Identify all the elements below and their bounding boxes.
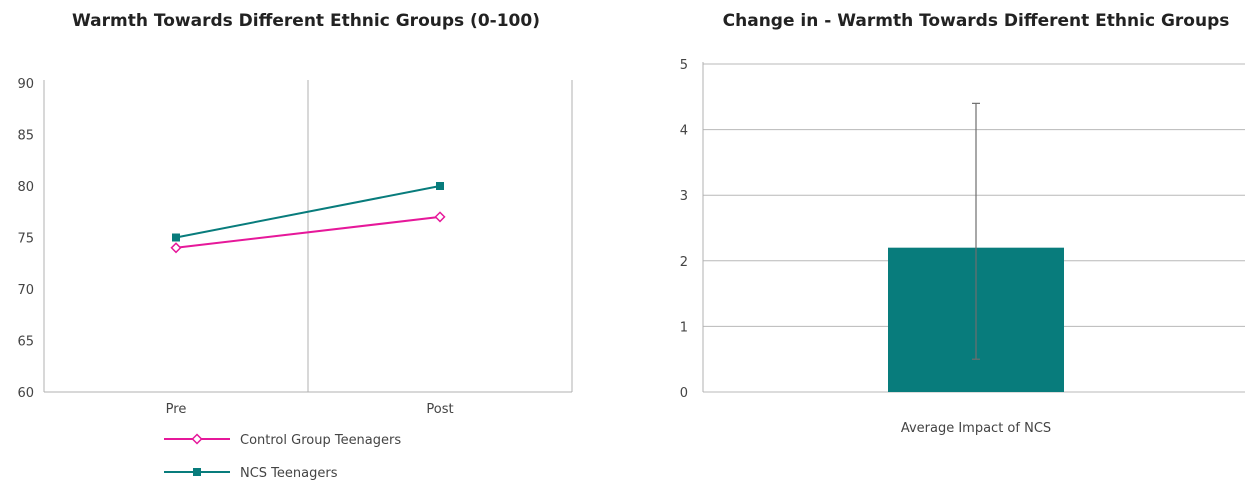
- line-chart-title: Warmth Towards Different Ethnic Groups (…: [72, 11, 540, 31]
- line-y-tick-label: 60: [17, 386, 34, 401]
- line-x-tick-label: Pre: [166, 402, 187, 417]
- line-y-tick-label: 85: [17, 129, 34, 144]
- bar-y-tick-label: 5: [680, 58, 688, 73]
- line-y-tick-label: 90: [17, 77, 34, 92]
- line-y-tick-label: 80: [17, 180, 34, 195]
- legend-marker-0: [191, 433, 203, 445]
- series-line-1: [175, 185, 441, 239]
- line-y-tick-label: 70: [17, 283, 34, 298]
- bar-y-tick-label: 1: [680, 320, 688, 335]
- bar-y-tick-label: 4: [680, 124, 688, 139]
- series-point-1: [172, 233, 180, 242]
- legend-label-0: Control Group Teenagers: [240, 433, 401, 448]
- legend-label-1: NCS Teenagers: [240, 466, 338, 481]
- bar-y-tick-label: 0: [680, 386, 688, 401]
- line-y-tick-label: 75: [17, 232, 34, 247]
- bar-chart-title: Change in - Warmth Towards Different Eth…: [723, 11, 1230, 31]
- series-line-0: [175, 215, 441, 249]
- bar-y-tick-label: 3: [680, 189, 688, 204]
- line-y-tick-label: 65: [17, 335, 34, 350]
- line-x-tick-label: Post: [426, 402, 453, 417]
- bar-y-tick-label: 2: [680, 255, 688, 270]
- line-chart: Warmth Towards Different Ethnic Groups (…: [17, 11, 573, 481]
- series-point-0: [434, 211, 446, 223]
- bar-chart: Change in - Warmth Towards Different Eth…: [680, 11, 1245, 436]
- legend-marker-1: [193, 468, 201, 476]
- series-point-1: [436, 182, 444, 190]
- bar-x-tick-label: Average Impact of NCS: [901, 421, 1051, 436]
- series-point-0: [170, 242, 182, 254]
